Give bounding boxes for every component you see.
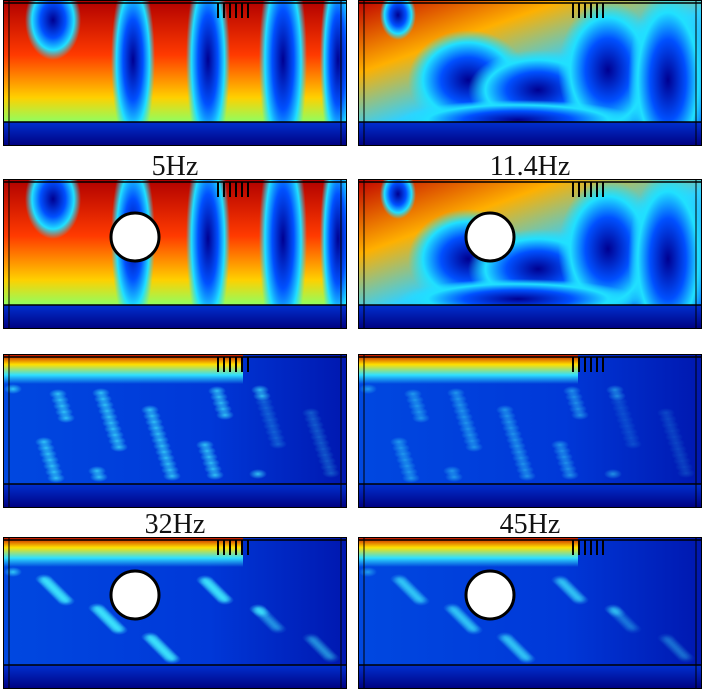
bottom-layer [358, 305, 702, 329]
wave-band [25, 179, 81, 239]
wave-band [259, 0, 307, 146]
wave-band [259, 179, 307, 329]
panel-border [358, 354, 702, 508]
surface-fringe [3, 537, 243, 567]
wave-blob [606, 385, 624, 395]
wave-blob [390, 574, 408, 584]
wave-band [628, 179, 702, 329]
frequency-label: 45Hz [500, 509, 561, 540]
field [3, 537, 347, 689]
wave-blob [359, 384, 377, 394]
wave-band [320, 0, 347, 146]
cavity [109, 569, 161, 621]
surface-fringe [3, 354, 243, 384]
panel-border [358, 0, 702, 146]
field [3, 354, 347, 508]
wave-blob [4, 384, 22, 394]
bottom-layer [358, 122, 702, 146]
field [358, 179, 702, 329]
frequency-label: 32Hz [145, 509, 206, 540]
surface-fringe [358, 354, 578, 384]
frequency-label: 5Hz [152, 151, 199, 182]
wave-blob [443, 466, 461, 476]
wave-blob [604, 604, 622, 614]
wave-blob [496, 405, 514, 415]
field-panel [358, 537, 702, 689]
wave-blob [563, 386, 581, 396]
field-panel [3, 537, 347, 689]
bottom-layer [358, 484, 702, 508]
field-panel [358, 354, 702, 508]
wave-blob [249, 469, 267, 479]
bottom-layer [3, 305, 347, 329]
wave-blob [657, 633, 675, 643]
wave-blob [404, 389, 422, 399]
panel-border [3, 0, 347, 146]
frequency-label: 11.4Hz [490, 151, 571, 182]
wave-blob [249, 604, 267, 614]
wave-blob [447, 388, 465, 398]
panel-border [358, 179, 702, 329]
wave-blob [551, 440, 569, 450]
panel-border [3, 179, 347, 329]
wave-blob [196, 440, 214, 450]
wave-band [380, 179, 416, 219]
field-panel [3, 354, 347, 508]
cavity [109, 211, 161, 263]
wave-band [111, 0, 155, 146]
surface-fringe [358, 537, 578, 567]
wave-band [25, 0, 81, 60]
wave-blob [359, 567, 377, 577]
wave-blob [496, 632, 514, 642]
field [3, 179, 347, 329]
wave-band [186, 0, 230, 146]
wave-blob [208, 386, 226, 396]
field-panel [3, 0, 347, 146]
wave-blob [141, 405, 159, 415]
field-panel [358, 179, 702, 329]
field [358, 354, 702, 508]
wave-blob [88, 603, 106, 613]
field [358, 0, 702, 146]
wave-band [320, 179, 347, 329]
cavity [464, 211, 516, 263]
field [3, 0, 347, 146]
wave-band [628, 0, 702, 146]
cavity [464, 569, 516, 621]
wave-blob [604, 469, 622, 479]
wave-blob [196, 575, 214, 585]
wave-blob [302, 408, 320, 418]
field-panel [3, 179, 347, 329]
wave-blob [35, 437, 53, 447]
wave-band [380, 0, 416, 40]
wave-blob [92, 388, 110, 398]
bottom-layer [3, 665, 347, 689]
wave-blob [88, 466, 106, 476]
bottom-layer [358, 665, 702, 689]
field [358, 537, 702, 689]
panel-border [3, 354, 347, 508]
wave-blob [4, 567, 22, 577]
wave-blob [141, 632, 159, 642]
field-panel [358, 0, 702, 146]
wave-blob [35, 574, 53, 584]
bottom-layer [3, 122, 347, 146]
wave-blob [551, 575, 569, 585]
wave-blob [443, 603, 461, 613]
wave-blob [49, 389, 67, 399]
wave-band [186, 179, 230, 329]
wave-blob [657, 408, 675, 418]
wave-blob [251, 385, 269, 395]
wave-blob [390, 437, 408, 447]
bottom-layer [3, 484, 347, 508]
wave-blob [302, 633, 320, 643]
